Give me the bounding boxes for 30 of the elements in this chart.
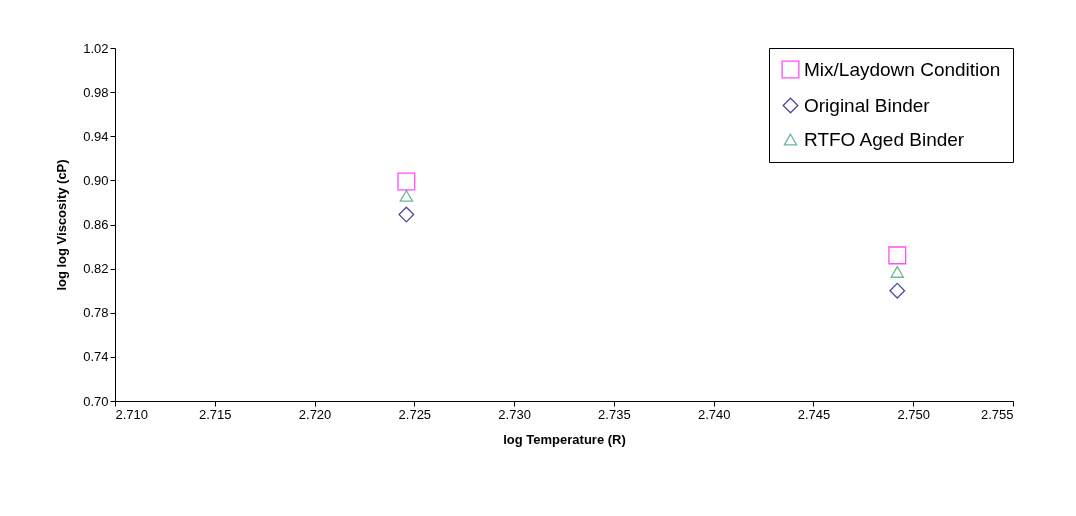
y-tick-label: 0.94 bbox=[83, 128, 109, 144]
y-tick-label: 0.70 bbox=[83, 393, 109, 409]
y-tick-label: 0.90 bbox=[83, 172, 109, 188]
y-tick-label: 0.82 bbox=[83, 261, 109, 277]
x-tick-label: 2.735 bbox=[598, 406, 631, 422]
x-tick-label: 2.730 bbox=[498, 406, 531, 422]
x-tick-label: 2.720 bbox=[298, 406, 332, 422]
x-tick-label: 2.740 bbox=[697, 406, 731, 422]
point bbox=[890, 265, 905, 278]
point bbox=[399, 189, 414, 202]
x-tick-label: 2.750 bbox=[897, 406, 930, 422]
y-tick-label: 0.78 bbox=[83, 305, 109, 321]
point bbox=[397, 172, 416, 191]
point bbox=[889, 282, 906, 299]
y-tick-label: 0.86 bbox=[83, 217, 109, 232]
x-tick-label: 2.745 bbox=[797, 406, 831, 422]
legend-label: Mix/Laydown Condition bbox=[804, 58, 1001, 80]
x-tick-label: 2.710 bbox=[115, 406, 149, 422]
x-axis-title: log Temperature (R) bbox=[503, 431, 626, 447]
legend-label: RTFO Aged Binder bbox=[804, 128, 965, 150]
y-tick-label: 0.74 bbox=[83, 349, 109, 365]
x-tick-label: 2.725 bbox=[398, 406, 432, 422]
point bbox=[398, 206, 415, 223]
y-axis-title: log log Viscosity (cP) bbox=[54, 159, 70, 291]
x-tick-label: 2.715 bbox=[199, 406, 232, 422]
y-tick-label: 0.98 bbox=[83, 84, 109, 100]
y-tick-label: 1.02 bbox=[83, 40, 109, 56]
legend-label: Original Binder bbox=[804, 94, 931, 116]
point bbox=[888, 246, 907, 265]
x-tick-label: 2.755 bbox=[980, 406, 1014, 422]
